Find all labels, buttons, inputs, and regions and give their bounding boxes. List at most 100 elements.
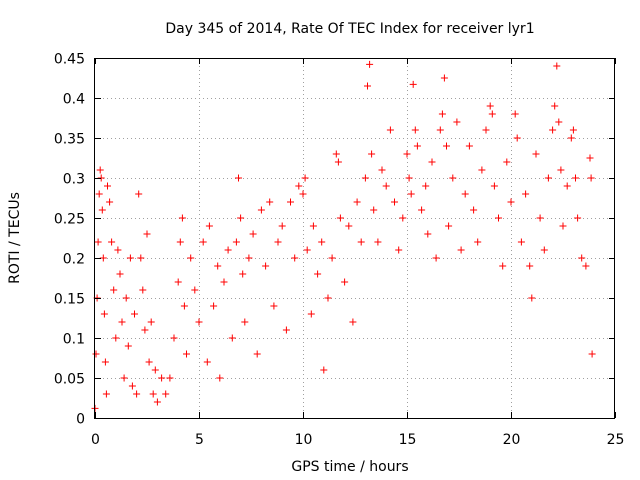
- data-point: [128, 382, 136, 390]
- data-point: [386, 126, 394, 134]
- axis-ticks: [95, 58, 616, 419]
- data-point: [366, 60, 374, 68]
- data-point: [270, 302, 278, 310]
- data-point: [205, 222, 213, 230]
- data-point: [151, 366, 159, 374]
- data-point: [582, 262, 590, 270]
- data-point: [553, 62, 561, 70]
- data-point: [374, 238, 382, 246]
- data-point: [102, 390, 110, 398]
- x-tick-label: 25: [607, 432, 625, 448]
- data-point: [549, 126, 557, 134]
- data-point: [409, 80, 417, 88]
- data-point: [495, 214, 502, 222]
- data-point: [391, 198, 398, 206]
- y-tick-label: 0.05: [54, 372, 85, 388]
- data-point: [257, 206, 265, 214]
- data-point: [266, 198, 274, 206]
- data-point: [428, 158, 436, 166]
- data-point: [474, 238, 482, 246]
- gridlines: [95, 58, 615, 418]
- data-point: [137, 254, 145, 262]
- data-point: [135, 190, 143, 198]
- data-point: [191, 286, 199, 294]
- data-point: [586, 154, 594, 162]
- data-point: [368, 150, 376, 158]
- data-point: [370, 206, 378, 214]
- data-point: [411, 126, 419, 134]
- plot-frame: [94, 58, 615, 419]
- data-point: [106, 198, 114, 206]
- data-point: [470, 206, 478, 214]
- data-point: [147, 318, 155, 326]
- x-tick-label: 15: [399, 432, 417, 448]
- data-point: [232, 238, 240, 246]
- data-point: [278, 222, 286, 230]
- data-point: [320, 366, 328, 374]
- data-point: [203, 358, 211, 366]
- data-point: [224, 246, 232, 254]
- data-point: [334, 158, 342, 166]
- data-point: [328, 254, 336, 262]
- data-point: [438, 110, 446, 118]
- data-point: [405, 174, 413, 182]
- data-point: [116, 270, 124, 278]
- data-point: [443, 142, 450, 150]
- data-point: [461, 190, 469, 198]
- data-point: [274, 238, 282, 246]
- data-point: [465, 142, 473, 150]
- data-point: [195, 318, 203, 326]
- data-point: [453, 118, 461, 126]
- data-point: [457, 246, 465, 254]
- data-point: [180, 302, 188, 310]
- data-point: [239, 270, 247, 278]
- data-point: [245, 254, 253, 262]
- data-point: [522, 190, 530, 198]
- data-point: [92, 350, 100, 358]
- data-point: [187, 254, 195, 262]
- data-point: [100, 310, 108, 318]
- data-point: [120, 374, 128, 382]
- y-tick-label: 0.25: [54, 212, 85, 228]
- data-point: [216, 374, 224, 382]
- data-point: [307, 310, 315, 318]
- data-point: [126, 254, 134, 262]
- data-point: [536, 214, 544, 222]
- data-point: [183, 350, 190, 358]
- x-tick-label: 20: [503, 432, 521, 448]
- data-point: [567, 134, 575, 142]
- data-point: [291, 254, 299, 262]
- data-point: [544, 174, 552, 182]
- data-point: [131, 310, 138, 318]
- data-point: [332, 150, 340, 158]
- data-point: [108, 238, 116, 246]
- data-point: [357, 238, 365, 246]
- y-tick-label: 0.35: [54, 132, 85, 148]
- data-point: [133, 390, 141, 398]
- data-point: [166, 374, 174, 382]
- data-point: [153, 398, 161, 406]
- data-point: [303, 246, 311, 254]
- data-point: [353, 198, 361, 206]
- data-point: [507, 198, 515, 206]
- data-point: [96, 166, 104, 174]
- y-tick-label: 0.3: [63, 172, 85, 188]
- data-point: [555, 118, 563, 126]
- data-point: [364, 82, 371, 90]
- data-point: [517, 238, 525, 246]
- data-point: [199, 238, 207, 246]
- data-point: [341, 278, 349, 286]
- y-tick-label: 0.1: [63, 332, 85, 348]
- data-point: [324, 294, 332, 302]
- data-point: [141, 326, 149, 334]
- data-point: [237, 214, 245, 222]
- data-point: [569, 126, 577, 134]
- data-point: [143, 230, 151, 238]
- data-point: [220, 278, 228, 286]
- data-point: [210, 302, 218, 310]
- data-point: [295, 182, 303, 190]
- data-point: [336, 214, 344, 222]
- data-point: [282, 326, 290, 334]
- data-point: [309, 222, 317, 230]
